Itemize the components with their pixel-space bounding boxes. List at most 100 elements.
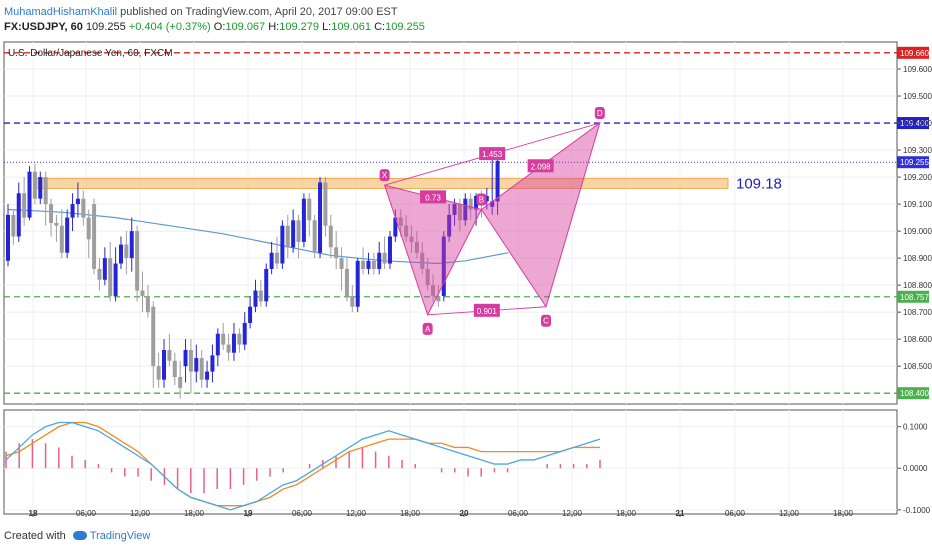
chart-title: U.S. Dollar/Japanese Yen, 60, FXCM (8, 48, 173, 59)
y-tick-label: 109.400 (903, 119, 932, 128)
pattern-ratio-label: 0.73 (425, 193, 441, 202)
author-link[interactable]: MuhamadHishamKhalil (4, 6, 118, 18)
created-with-label: Created with (4, 530, 66, 542)
candle-body (425, 268, 430, 286)
candle-body (361, 260, 366, 269)
close-value: 109.255 (385, 21, 425, 33)
x-tick-label: 21 (676, 509, 685, 518)
pattern-point-label: D (597, 109, 603, 118)
candle-body (151, 306, 156, 367)
candle-body (16, 193, 21, 237)
candle-body (457, 204, 462, 221)
candle-body (253, 290, 258, 307)
candle-body (414, 241, 419, 253)
y-tick-label: 108.800 (903, 281, 932, 290)
candle-body (258, 290, 263, 302)
candlestick-series (6, 150, 500, 399)
candle-body (65, 217, 70, 253)
candle-body (409, 236, 414, 242)
tradingview-logo-icon (72, 531, 87, 540)
footer: Created with TradingView (4, 528, 150, 544)
candle-body (387, 236, 392, 264)
y-tick-label: 108.900 (903, 254, 932, 263)
candle-body (188, 349, 193, 372)
candle-body (54, 223, 59, 226)
low-value: 109.061 (331, 21, 372, 33)
candle-body (431, 285, 436, 296)
candle-body (318, 182, 323, 253)
candle-body (27, 171, 32, 218)
pattern-ratio-label: 1.453 (482, 150, 503, 159)
candle-body (102, 258, 107, 280)
candle-body (129, 231, 134, 259)
pattern-point-badge (594, 107, 605, 120)
x-tick-label: 18:00 (400, 509, 421, 518)
pattern-ratio-badge (527, 159, 554, 173)
x-tick-label: 06:00 (292, 509, 313, 518)
pattern-point-label: A (425, 325, 431, 334)
y-tick-label: 108.500 (903, 362, 932, 371)
zone-price-label: 109.18 (736, 175, 782, 192)
pattern-point-badge (541, 314, 551, 327)
axes: 109.600 109.500 109.400 109.300 109.200 109.1… (29, 65, 932, 518)
y-tick-label: 109.000 (903, 227, 932, 236)
candle-body (452, 204, 457, 215)
level-price-label: 109.660 (900, 49, 929, 58)
level-price-label: 109.400 (900, 119, 929, 128)
pattern-point-badge (422, 322, 433, 335)
publish-header: MuhamadHishamKhalil published on Trading… (4, 4, 398, 20)
candle-body (38, 177, 43, 199)
candle-body (366, 260, 371, 269)
harmonic-pattern[interactable]: X A B C D 1.453 0.73 2.098 0.901 (379, 107, 605, 335)
candle-body (441, 236, 446, 296)
candle-body (301, 198, 306, 242)
candle-body (70, 204, 75, 218)
candle-body (382, 252, 387, 264)
close-label: C: (374, 21, 386, 33)
candle-body (162, 349, 167, 380)
candle-body (221, 333, 226, 345)
candle-body (108, 258, 113, 296)
open-value: 109.067 (225, 21, 266, 33)
candle-body (420, 252, 425, 269)
candle-body (285, 225, 290, 248)
x-tick-label: 06:00 (508, 509, 529, 518)
candle-body (231, 333, 236, 353)
y-tick-label: 108.700 (903, 308, 932, 317)
candle-body (474, 195, 479, 210)
candle-body (248, 306, 253, 323)
candle-body (339, 258, 344, 269)
candle-body (226, 344, 231, 353)
x-tick-label: 12:00 (346, 509, 367, 518)
y-tick-label: 109.100 (903, 200, 932, 209)
publish-info: published on TradingView.com, April 20, … (120, 6, 398, 18)
open-label: O: (213, 21, 226, 33)
pattern-point-badge (379, 169, 390, 182)
pattern-point-label: X (382, 171, 388, 180)
candle-body (242, 322, 247, 345)
x-tick-label: 12:00 (562, 509, 583, 518)
candle-body (393, 217, 398, 237)
candle-body (490, 201, 495, 207)
candle-body (156, 366, 161, 380)
oscillator-tick-label: 0.1000 (903, 423, 928, 432)
tradingview-link[interactable]: TradingView (89, 530, 151, 542)
candle-body (97, 268, 102, 280)
candle-body (404, 225, 409, 237)
x-tick-label: 18:00 (616, 509, 637, 518)
pattern-ratio-badge (479, 147, 506, 161)
candle-body (328, 225, 333, 248)
pattern-point-label: C (543, 317, 549, 326)
horizontal-levels[interactable]: 109.660 109.400 109.255 108.757 108.400 (4, 46, 929, 400)
candle-body (210, 355, 215, 372)
candle-body (205, 371, 210, 380)
candle-body (194, 358, 199, 372)
level-price-tag (897, 117, 929, 130)
candle-body (269, 252, 274, 269)
candle-body (398, 217, 403, 226)
level-price-tag (897, 290, 929, 303)
y-tick-label: 108.600 (903, 335, 932, 344)
price-change: +0.404 (+0.37%) (128, 21, 211, 33)
candle-body (118, 244, 123, 264)
